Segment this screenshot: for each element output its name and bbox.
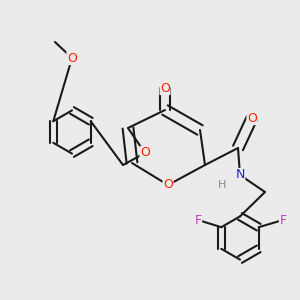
Text: H: H bbox=[218, 180, 226, 190]
Text: O: O bbox=[67, 52, 77, 64]
Text: N: N bbox=[235, 169, 245, 182]
Text: F: F bbox=[279, 214, 286, 226]
Text: F: F bbox=[194, 214, 202, 226]
Text: O: O bbox=[163, 178, 173, 191]
Text: O: O bbox=[247, 112, 257, 124]
Text: O: O bbox=[140, 146, 150, 160]
Text: O: O bbox=[160, 82, 170, 94]
